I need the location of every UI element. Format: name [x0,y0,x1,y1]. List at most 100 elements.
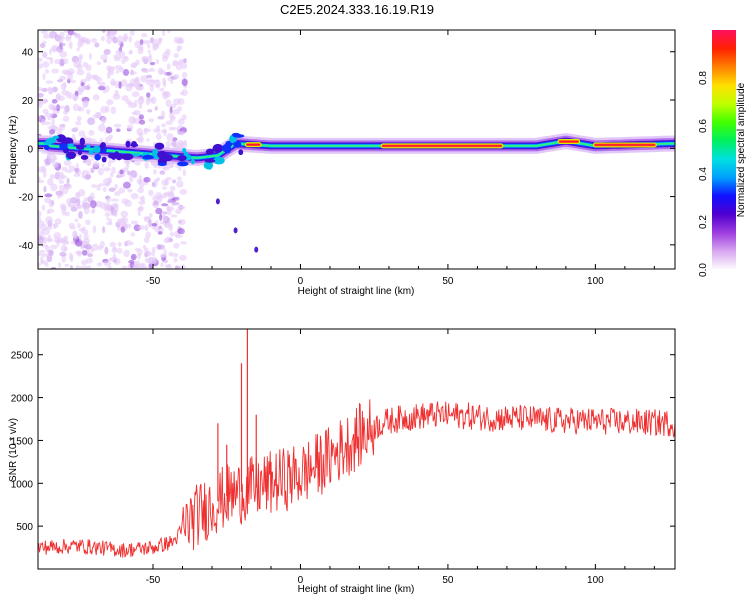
noise-speck [101,30,107,33]
noise-speck [107,176,113,185]
noise-speck [103,260,112,267]
noise-speck [143,176,151,183]
noise-speck [52,86,58,93]
noise-speck [172,179,176,184]
noise-speck [44,69,50,74]
noise-speck [68,222,75,228]
noise-speck [121,95,129,102]
noise-speck [47,116,52,121]
ridge-blob [115,153,123,161]
noise-speck [117,35,124,44]
noise-speck [71,31,77,36]
noise-speck [38,86,43,92]
noise-speck [117,241,122,247]
colorbar-tick-label: 0.0 [698,263,709,277]
noise-speck [115,70,120,74]
noise-speck [122,68,130,76]
noise-speck [180,62,188,70]
noise-speck [41,253,48,257]
ridge-blob [75,144,84,150]
noise-speck [120,226,126,233]
noise-speck [130,192,139,200]
noise-speck [89,192,95,201]
noise-speck [123,249,130,258]
noise-speck [163,259,169,264]
noise-speck [173,242,180,249]
noise-speck [66,177,70,184]
noise-speck [144,266,148,269]
noise-speck [171,139,177,148]
noise-speck [80,82,85,87]
noise-speck [162,253,167,259]
noise-speck [151,250,156,257]
noise-speck [167,30,171,34]
noise-speck [138,206,144,212]
noise-speck [161,203,169,207]
noise-speck [77,85,85,93]
noise-speck [98,183,106,187]
noise-speck [159,87,165,92]
noise-speck [90,200,97,209]
noise-speck [81,170,90,174]
noise-speck [131,111,138,116]
noise-speck [130,62,137,69]
noise-speck [79,265,88,269]
noise-speck [72,103,79,111]
noise-speck [155,59,160,65]
noise-speck [143,236,150,244]
noise-speck [128,116,135,124]
noise-speck [63,58,69,65]
noise-speck [180,264,186,269]
noise-speck [56,45,64,53]
ridge-blob [154,142,165,150]
noise-speck [121,216,129,224]
ridge-blob [254,246,259,253]
noise-speck [135,76,140,82]
noise-speck [154,106,158,111]
noise-speck [47,234,52,243]
noise-speck [94,42,100,48]
noise-speck [147,49,151,54]
noise-speck [170,214,178,218]
x-tick-label: -50 [146,575,161,586]
noise-speck [112,253,117,260]
noise-speck [97,85,106,91]
noise-speck [132,263,140,269]
noise-speck [63,159,72,166]
noise-speck [53,232,62,239]
noise-speck [173,53,179,59]
colorbar-label: Normalized spectral amplitude [736,82,747,217]
noise-speck [105,105,110,113]
noise-speck [114,65,123,70]
noise-speck [68,165,76,171]
noise-speck [99,240,105,249]
noise-speck [172,98,181,106]
ridge-blob [125,140,131,148]
noise-speck [86,108,91,115]
noise-speck [168,112,175,119]
noise-speck [141,68,150,73]
noise-speck [149,212,153,218]
noise-speck [65,169,73,173]
noise-speck [44,193,53,198]
noise-speck [50,124,56,128]
noise-speck [83,85,91,91]
noise-speck [74,168,79,174]
noise-speck [78,233,82,242]
spectrogram-content [38,30,675,269]
noise-speck [121,265,128,269]
noise-speck [156,195,164,200]
noise-speck [164,222,172,229]
noise-speck [40,260,49,265]
noise-speck [42,170,47,178]
noise-speck [43,121,51,126]
snr-y-axis-label: SNR (10 * v/v) [8,418,19,482]
snr-axes: -50 0 50 100 500 1000 1500 2000 2500 [11,329,675,586]
noise-speck [62,115,70,122]
noise-speck [135,59,140,66]
noise-speck [69,264,74,269]
noise-speck [38,252,43,256]
noise-speck [134,160,141,166]
noise-speck [152,200,159,206]
colorbar-tick-label: 0.6 [698,119,709,133]
